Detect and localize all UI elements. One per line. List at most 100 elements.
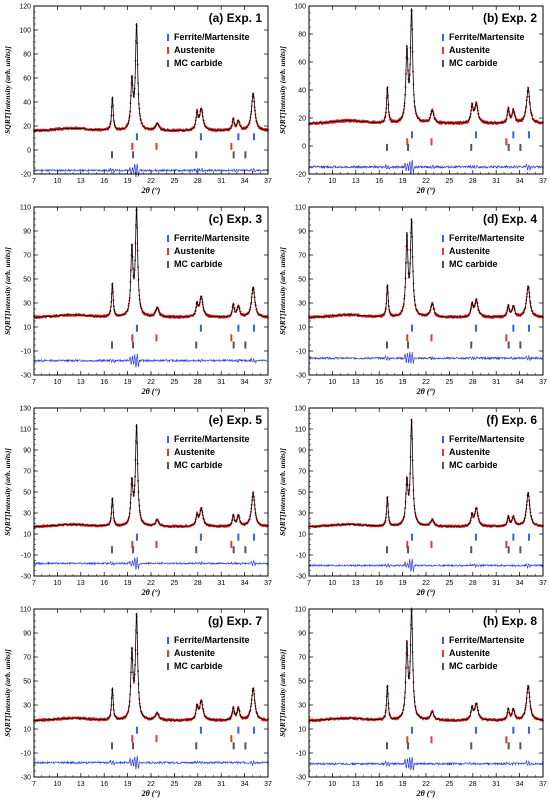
reflection-tick bbox=[132, 546, 135, 554]
y-axis-label: SQRT[Intensity (arb. units)] bbox=[278, 46, 287, 134]
y-tick-label: 0 bbox=[302, 144, 306, 151]
reflection-tick bbox=[111, 341, 113, 349]
y-tick-label: 10 bbox=[23, 727, 31, 734]
calculated-line bbox=[34, 423, 268, 527]
x-tick-label: 10 bbox=[54, 781, 62, 788]
y-tick-label: 20 bbox=[298, 116, 306, 123]
difference-line bbox=[33, 755, 269, 770]
x-tick-label: 7 bbox=[307, 178, 311, 185]
x-tick-label: 22 bbox=[147, 178, 155, 185]
x-tick-label: 16 bbox=[375, 178, 383, 185]
observed-point bbox=[38, 130, 41, 133]
reflection-tick bbox=[512, 324, 515, 332]
legend-swatch bbox=[167, 449, 169, 456]
x-tick-label: 16 bbox=[375, 379, 383, 386]
observed-data bbox=[33, 613, 269, 723]
x-tick-label: 7 bbox=[307, 379, 311, 386]
x-tick-label: 34 bbox=[241, 379, 249, 386]
reflection-tick bbox=[430, 541, 433, 548]
y-tick-label: 10 bbox=[298, 532, 306, 539]
x-tick-label: 13 bbox=[77, 178, 85, 185]
reflection-ticks bbox=[111, 742, 247, 750]
reflection-ticks bbox=[386, 143, 522, 151]
x-tick-label: 34 bbox=[516, 178, 524, 185]
x-tick-label: 25 bbox=[446, 178, 454, 185]
calculated-line bbox=[34, 23, 268, 132]
reflection-tick bbox=[474, 533, 477, 541]
chart-title: (d) Exp. 4 bbox=[483, 212, 537, 226]
chart-panel: 7 10 13 16 19 22 25 28 31 34 37 -30 -10 10 30 50 70 90 110… bbox=[275, 201, 550, 401]
legend-label: Ferrite/Martensite bbox=[174, 635, 250, 645]
observed-point bbox=[342, 118, 345, 121]
x-tick-label: 31 bbox=[217, 781, 225, 788]
reflection-ticks bbox=[135, 533, 255, 541]
reflection-tick bbox=[505, 334, 508, 342]
reflection-tick bbox=[230, 142, 233, 150]
reflection-tick bbox=[244, 151, 247, 159]
y-axis-label: SQRT[Intensity (arb. units)] bbox=[278, 448, 287, 536]
y-tick-label: 30 bbox=[23, 511, 31, 518]
legend-label: Austenite bbox=[449, 246, 490, 256]
chart-svg: 7 10 13 16 19 22 25 28 31 34 37 -20 0 20 40 60 80 100 2θ (… bbox=[278, 4, 547, 196]
reflection-tick bbox=[111, 742, 113, 750]
calculated-line bbox=[33, 612, 268, 721]
reflection-tick bbox=[111, 151, 113, 159]
chart-panel: 7 10 13 16 19 22 25 28 31 34 37 -20 0 20 40 60 80 100 2θ (… bbox=[275, 0, 550, 200]
legend: Ferrite/Martensite Austenite MC carbide bbox=[442, 434, 525, 470]
y-tick-label: 90 bbox=[298, 229, 306, 236]
y-axis: -20 0 20 40 60 80 100 120 bbox=[19, 4, 268, 179]
x-tick-label: 7 bbox=[32, 781, 36, 788]
x-tick-label: 19 bbox=[399, 178, 407, 185]
x-tick-label: 22 bbox=[422, 580, 430, 587]
legend-swatch bbox=[442, 462, 444, 469]
x-tick-label: 37 bbox=[539, 580, 547, 587]
reflection-tick bbox=[132, 151, 135, 159]
observed-point bbox=[56, 718, 59, 721]
x-tick-label: 34 bbox=[516, 379, 524, 386]
y-tick-label: -10 bbox=[21, 751, 31, 758]
x-tick-label: 19 bbox=[124, 781, 132, 788]
reflection-tick bbox=[132, 341, 135, 349]
reflection-tick bbox=[195, 546, 198, 554]
y-tick-label: 110 bbox=[295, 427, 306, 434]
difference-line bbox=[308, 351, 544, 364]
x-tick-label: 19 bbox=[399, 580, 407, 587]
observed-point bbox=[348, 312, 351, 315]
chart-title: (c) Exp. 3 bbox=[209, 212, 263, 226]
legend-swatch bbox=[167, 650, 169, 657]
reflection-tick bbox=[430, 138, 433, 146]
y-tick-label: -20 bbox=[296, 172, 306, 179]
x-tick-label: 16 bbox=[100, 781, 108, 788]
y-tick-label: 80 bbox=[23, 52, 31, 59]
x-tick-label: 28 bbox=[194, 178, 202, 185]
legend-label: MC carbide bbox=[174, 58, 223, 68]
legend: Ferrite/Martensite Austenite MC carbide bbox=[167, 32, 250, 68]
y-tick-label: -30 bbox=[296, 574, 306, 581]
reflection-tick bbox=[155, 142, 158, 150]
reflection-tick bbox=[232, 546, 235, 554]
reflection-tick bbox=[410, 131, 413, 139]
reflection-tick bbox=[155, 334, 158, 342]
legend-label: Ferrite/Martensite bbox=[449, 434, 525, 444]
observed-point bbox=[512, 107, 515, 110]
reflection-tick bbox=[512, 131, 515, 139]
reflection-ticks bbox=[131, 735, 233, 743]
y-tick-label: -30 bbox=[21, 574, 31, 581]
reflection-tick bbox=[244, 742, 247, 750]
chart-title: (g) Exp. 7 bbox=[208, 614, 262, 628]
chart-title: (b) Exp. 2 bbox=[483, 11, 537, 25]
reflection-tick bbox=[406, 541, 409, 548]
y-tick-label: 110 bbox=[295, 205, 306, 212]
x-tick-label: 37 bbox=[539, 379, 547, 386]
x-tick-label: 22 bbox=[147, 379, 155, 386]
legend-swatch bbox=[167, 248, 169, 255]
y-tick-label: -30 bbox=[296, 373, 306, 380]
reflection-tick bbox=[237, 133, 240, 141]
y-tick-label: 110 bbox=[20, 607, 31, 614]
y-tick-label: 40 bbox=[23, 100, 31, 107]
x-tick-label: 22 bbox=[147, 580, 155, 587]
x-tick-label: 31 bbox=[217, 178, 225, 185]
reflection-tick bbox=[407, 341, 410, 349]
reflection-tick bbox=[507, 341, 510, 349]
y-tick-label: 20 bbox=[23, 124, 31, 131]
